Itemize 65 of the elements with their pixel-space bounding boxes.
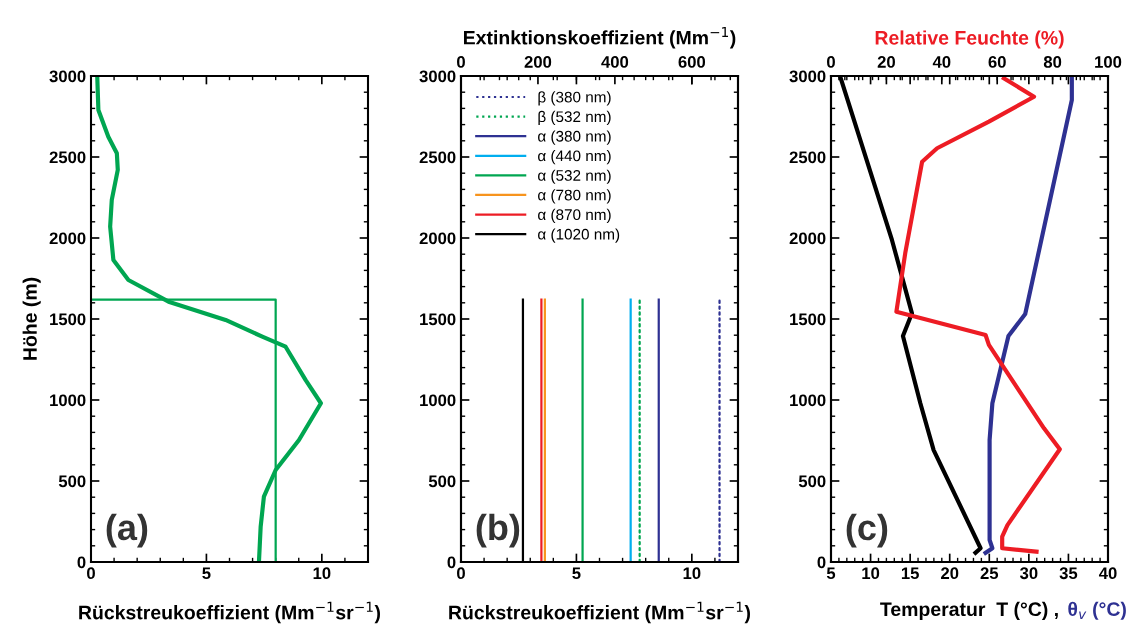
x2-tick-label: 40: [932, 56, 951, 68]
x2-tick-label: 100: [1095, 56, 1122, 68]
y-tick-label: 0: [817, 556, 826, 569]
legend-label: α (440 nm): [538, 150, 611, 165]
text: θ$_{v}$ (°C): [1068, 601, 1126, 620]
legend-label: β (380 nm): [538, 91, 611, 106]
x-axis-title: Rückstreukoeffizient (Mm$^{−1}$sr$^{−1}$): [449, 601, 750, 624]
annotation: (b): [476, 513, 520, 548]
y-tick-label: 2000: [419, 232, 456, 245]
y-tick-label: 2500: [49, 151, 86, 164]
y-tick-label: 500: [58, 475, 86, 488]
line-series: [95, 76, 323, 562]
x-tick-label: 30: [1019, 567, 1038, 580]
y-tick-label: 1500: [420, 313, 456, 326]
y-tick-label: 0: [447, 556, 456, 569]
x-axis-title: Temperatur T (°C) ,: [880, 601, 1058, 620]
y-tick-label: 2000: [789, 232, 826, 245]
x-axis-title: Rückstreukoeffizient (Mm$^{−1}$sr$^{−1}$): [79, 601, 380, 624]
legend-label: α (380 nm): [538, 130, 611, 145]
legend-label: α (532 nm): [538, 169, 611, 184]
x-tick-label: 0: [457, 567, 465, 580]
x2-tick-label: 20: [877, 56, 895, 68]
x-tick-label: 35: [1059, 567, 1078, 580]
x-tick-label: 10: [313, 567, 331, 580]
x2-tick-label: 0: [827, 56, 835, 68]
y-tick-label: 500: [798, 475, 826, 488]
x2-tick-label: 60: [988, 56, 1006, 68]
y-tick-label: 2000: [49, 232, 86, 245]
x2-axis-title: Relative Feuchte (%): [875, 30, 1064, 49]
x-tick-label: 10: [683, 567, 701, 580]
x-tick-label: 5: [826, 567, 836, 580]
legend-label: α (780 nm): [538, 189, 611, 204]
x2-tick-label: 600: [678, 56, 706, 68]
y-tick-label: 500: [428, 475, 456, 488]
y-tick-label: 3000: [419, 70, 456, 83]
annotation: (c): [846, 513, 888, 548]
y-tick-label: 3000: [49, 70, 86, 83]
x2-tick-label: 400: [601, 56, 629, 68]
x-tick-label: 15: [901, 567, 919, 580]
x-tick-label: 20: [941, 567, 959, 580]
y-tick-label: 1000: [790, 394, 826, 407]
x-tick-label: 5: [202, 567, 211, 580]
y-tick-label: 1500: [790, 313, 826, 326]
y-tick-label: 2500: [789, 151, 826, 164]
legend-label: α (870 nm): [538, 208, 611, 224]
legend-label: β (532 nm): [538, 110, 611, 126]
y-tick-label: 1000: [50, 394, 86, 407]
y-tick-label: 1000: [420, 394, 456, 407]
x2-axis-title: Extinktionskoeffizient (Mm$^{−1}$): [464, 26, 736, 49]
y-axis-title: Höhe (m): [22, 277, 41, 360]
y-tick-label: 2500: [419, 151, 456, 164]
y-tick-label: 0: [77, 556, 86, 569]
x2-tick-label: 200: [524, 56, 552, 68]
x-tick-label: 0: [87, 567, 95, 580]
x-tick-label: 40: [1098, 567, 1117, 580]
y-tick-label: 3000: [789, 70, 826, 83]
x-tick-label: 5: [572, 567, 581, 580]
x2-tick-label: 80: [1043, 56, 1062, 68]
legend-label: α (1020 nm): [538, 228, 620, 243]
annotation: (a): [106, 513, 148, 548]
line-series: [983, 76, 1074, 555]
x-tick-label: 25: [980, 567, 999, 580]
y-tick-label: 1500: [50, 313, 86, 326]
x-tick-label: 10: [862, 567, 880, 580]
x2-tick-label: 0: [457, 56, 465, 68]
